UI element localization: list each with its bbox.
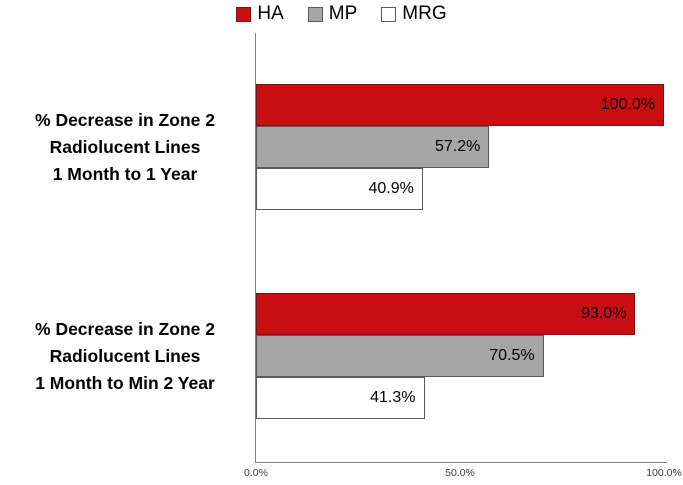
bar-mp-group2: 70.5% bbox=[256, 335, 544, 377]
bar-data-label: 100.0% bbox=[600, 96, 655, 113]
x-tick-label: 0.0% bbox=[244, 467, 268, 479]
legend-label: HA bbox=[257, 3, 284, 24]
legend-item-mrg: MRG bbox=[381, 2, 447, 26]
legend-label: MP bbox=[328, 3, 358, 24]
bar-data-label: 57.2% bbox=[435, 138, 481, 155]
legend-swatch-icon bbox=[307, 6, 323, 22]
bar-mrg-group2: 41.3% bbox=[256, 377, 425, 419]
x-tick-label: 50.0% bbox=[445, 467, 475, 479]
bar-ha-group2: 93.0% bbox=[256, 293, 636, 335]
legend-item-ha: HA bbox=[236, 2, 284, 26]
category-label-group1: % Decrease in Zone 2 Radiolucent Lines 1… bbox=[35, 109, 215, 184]
legend-swatch-icon bbox=[236, 6, 252, 22]
bar-mp-group1: 57.2% bbox=[256, 126, 490, 168]
legend: HA MP MRG bbox=[0, 2, 683, 26]
bar-data-label: 70.5% bbox=[489, 347, 535, 364]
bar-data-label: 41.3% bbox=[370, 389, 416, 406]
y-axis-line bbox=[255, 33, 256, 463]
category-label-group2: % Decrease in Zone 2 Radiolucent Lines 1… bbox=[35, 318, 215, 393]
bar-data-label: 93.0% bbox=[581, 305, 627, 322]
bar-ha-group1: 100.0% bbox=[256, 84, 664, 126]
legend-swatch-icon bbox=[381, 6, 397, 22]
x-axis-line bbox=[255, 462, 667, 463]
bar-data-label: 40.9% bbox=[368, 180, 414, 197]
x-tick-label: 100.0% bbox=[646, 467, 682, 479]
legend-item-mp: MP bbox=[307, 2, 358, 26]
legend-label: MRG bbox=[402, 3, 447, 24]
bar-mrg-group1: 40.9% bbox=[256, 168, 423, 210]
